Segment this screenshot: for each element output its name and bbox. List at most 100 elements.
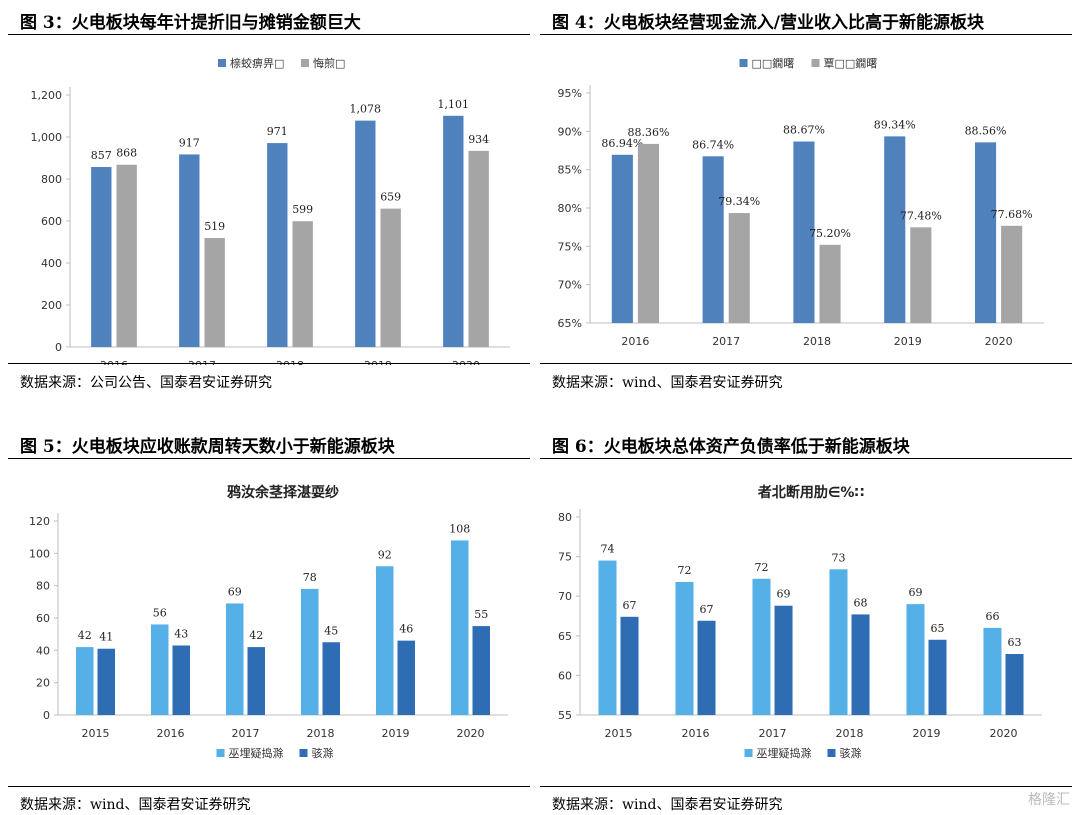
fig4-x-tick-label: 2017 — [712, 335, 740, 348]
fig3-y-tick-label: 800 — [41, 173, 62, 186]
fig5-bar-s0-2016 — [151, 624, 169, 715]
fig6-bar-s1-2016 — [697, 620, 716, 715]
fig4-y-tick-label: 70% — [558, 279, 582, 292]
fig5-data-label: 108 — [449, 522, 470, 535]
figure-3-source: 数据来源：公司公告、国泰君安证券研究 — [20, 375, 272, 391]
figure-4-source: 数据来源：wind、国泰君安证券研究 — [552, 375, 783, 391]
fig3-data-label: 971 — [267, 125, 288, 138]
fig5-bar-s1-2016 — [172, 645, 190, 715]
fig4-bar-s1-2020 — [1001, 225, 1023, 323]
fig3-bar-s1-2016 — [116, 164, 137, 347]
fig3-bar-s1-2020 — [468, 150, 489, 347]
fig4-legend-label: □□鐗曙 — [752, 56, 795, 70]
fig4-data-label: 88.56% — [965, 124, 1007, 137]
fig4-y-tick-label: 65% — [558, 317, 582, 330]
fig6-data-label: 73 — [831, 551, 845, 564]
fig6-data-label: 72 — [754, 561, 768, 574]
fig5-data-label: 42 — [78, 629, 92, 642]
watermark: 格隆汇 — [1028, 792, 1070, 808]
fig5-y-tick-label: 40 — [36, 644, 50, 657]
figure-5-chart: 鸦汝余茎择湛耍纱 0 20 40 60 80 100 120 42 41 2015 56 43 2016 6… — [29, 484, 508, 760]
fig5-x-tick-label: 2018 — [307, 727, 335, 740]
fig6-x-tick-label: 2019 — [913, 727, 941, 740]
fig3-legend-swatch — [218, 59, 226, 67]
fig5-bar-s1-2018 — [322, 642, 340, 715]
fig3-legend-label: 悔煎□ — [313, 56, 345, 70]
figure-6-top-rule — [540, 458, 1072, 459]
fig6-legend-label: 巫埋疑捣滁 — [757, 746, 812, 760]
fig4-legend-swatch — [811, 59, 820, 67]
fig3-x-tick-label: 2020 — [452, 359, 480, 365]
fig4-y-tick-label: 90% — [558, 125, 582, 138]
fig3-x-tick-label: 2018 — [276, 359, 304, 365]
fig5-data-label: 45 — [324, 624, 338, 637]
figure-5-title: 图 5：火电板块应收账款周转天数小于新能源板块 — [20, 437, 395, 457]
fig6-x-tick-label: 2016 — [682, 727, 710, 740]
fig4-bar-s0-2019 — [884, 136, 906, 323]
fig4-data-label: 88.36% — [627, 126, 669, 139]
fig4-bar-s1-2018 — [819, 244, 841, 323]
fig5-legend-label: 骇滁 — [312, 746, 334, 760]
fig5-legend-swatch — [299, 749, 308, 757]
fig3-y-tick-label: 200 — [41, 299, 62, 312]
fig4-x-tick-label: 2018 — [803, 335, 831, 348]
figure-4-bottom-rule — [540, 363, 1072, 364]
fig4-data-label: 77.48% — [900, 209, 942, 222]
fig4-bar-s0-2020 — [974, 142, 997, 323]
fig3-y-tick-label: 400 — [41, 257, 62, 270]
fig5-bar-s0-2018 — [301, 588, 319, 715]
fig6-data-label: 69 — [777, 588, 791, 601]
fig6-data-label: 65 — [931, 622, 945, 635]
fig4-legend: □□鐗曙 覃□□鐗曙 — [739, 56, 877, 70]
fig3-bar-s1-2019 — [380, 208, 401, 347]
fig4-data-label: 77.68% — [991, 208, 1033, 221]
fig4-x-tick-label: 2016 — [621, 335, 649, 348]
fig5-data-label: 56 — [153, 606, 167, 619]
fig3-legend: 榇蛟痹畀□ 悔煎□ — [218, 56, 345, 70]
fig5-bar-s0-2015 — [76, 647, 94, 715]
figure-3-title: 图 3：火电板块每年计提折旧与摊销金额巨大 — [20, 13, 361, 33]
fig3-data-label: 659 — [380, 191, 401, 204]
fig3-data-label: 857 — [91, 149, 112, 162]
figure-6-bottom-rule — [540, 786, 1072, 787]
fig3-y-tick-label: 1,000 — [31, 131, 63, 144]
figure-4-chart: 65% 70% 75% 80% 85% 90% 95% 86.94%88.36% 2016 86.… — [558, 56, 1044, 348]
fig5-bar-s1-2017 — [247, 647, 265, 715]
fig6-x-tick-label: 2015 — [605, 727, 633, 740]
fig4-bar-s1-2016 — [637, 143, 660, 323]
figure-3-chart: 0 200 400 600 800 1,000 1,200 857 868 2016 917 519 2… — [31, 56, 510, 365]
fig5-data-label: 41 — [99, 631, 113, 644]
fig5-data-label: 55 — [474, 608, 488, 621]
fig5-y-tick-label: 60 — [36, 612, 50, 625]
fig6-bar-s0-2018 — [829, 569, 848, 715]
fig6-data-label: 72 — [677, 564, 691, 577]
fig6-bar-s1-2019 — [928, 639, 947, 715]
fig6-data-label: 66 — [985, 610, 999, 623]
fig3-bar-s0-2016 — [91, 167, 112, 347]
fig4-bar-s0-2016 — [611, 154, 633, 323]
fig3-data-label: 934 — [468, 133, 489, 146]
fig3-bar-s0-2020 — [443, 115, 464, 347]
figure-5-source: 数据来源：wind、国泰君安证券研究 — [20, 797, 251, 813]
fig4-data-label: 86.94% — [601, 137, 643, 150]
figure-4-title: 图 4：火电板块经营现金流入/营业收入比高于新能源板块 — [552, 13, 984, 33]
fig4-data-label: 86.74% — [692, 138, 734, 151]
fig4-y-tick-label: 75% — [558, 240, 582, 253]
fig6-y-tick-label: 70 — [558, 590, 572, 603]
fig6-bar-s0-2020 — [983, 627, 1002, 715]
figure-5-top-rule — [8, 458, 530, 459]
fig5-y-tick-label: 20 — [36, 677, 50, 690]
fig3-y-tick-label: 1,200 — [31, 89, 63, 102]
fig3-legend-swatch — [301, 59, 309, 67]
figure-5-bottom-rule — [8, 786, 530, 787]
fig5-y-tick-label: 120 — [29, 515, 50, 528]
fig5-legend-swatch — [216, 749, 225, 757]
fig5-data-label: 42 — [249, 629, 263, 642]
fig5-data-label: 46 — [399, 623, 413, 636]
fig3-x-tick-label: 2017 — [188, 359, 216, 365]
fig5-bar-s1-2015 — [97, 648, 115, 715]
fig5-data-label: 69 — [228, 585, 242, 598]
fig6-bar-s1-2018 — [851, 614, 870, 715]
fig3-bar-s0-2018 — [267, 143, 288, 347]
fig6-y-tick-label: 75 — [558, 551, 572, 564]
